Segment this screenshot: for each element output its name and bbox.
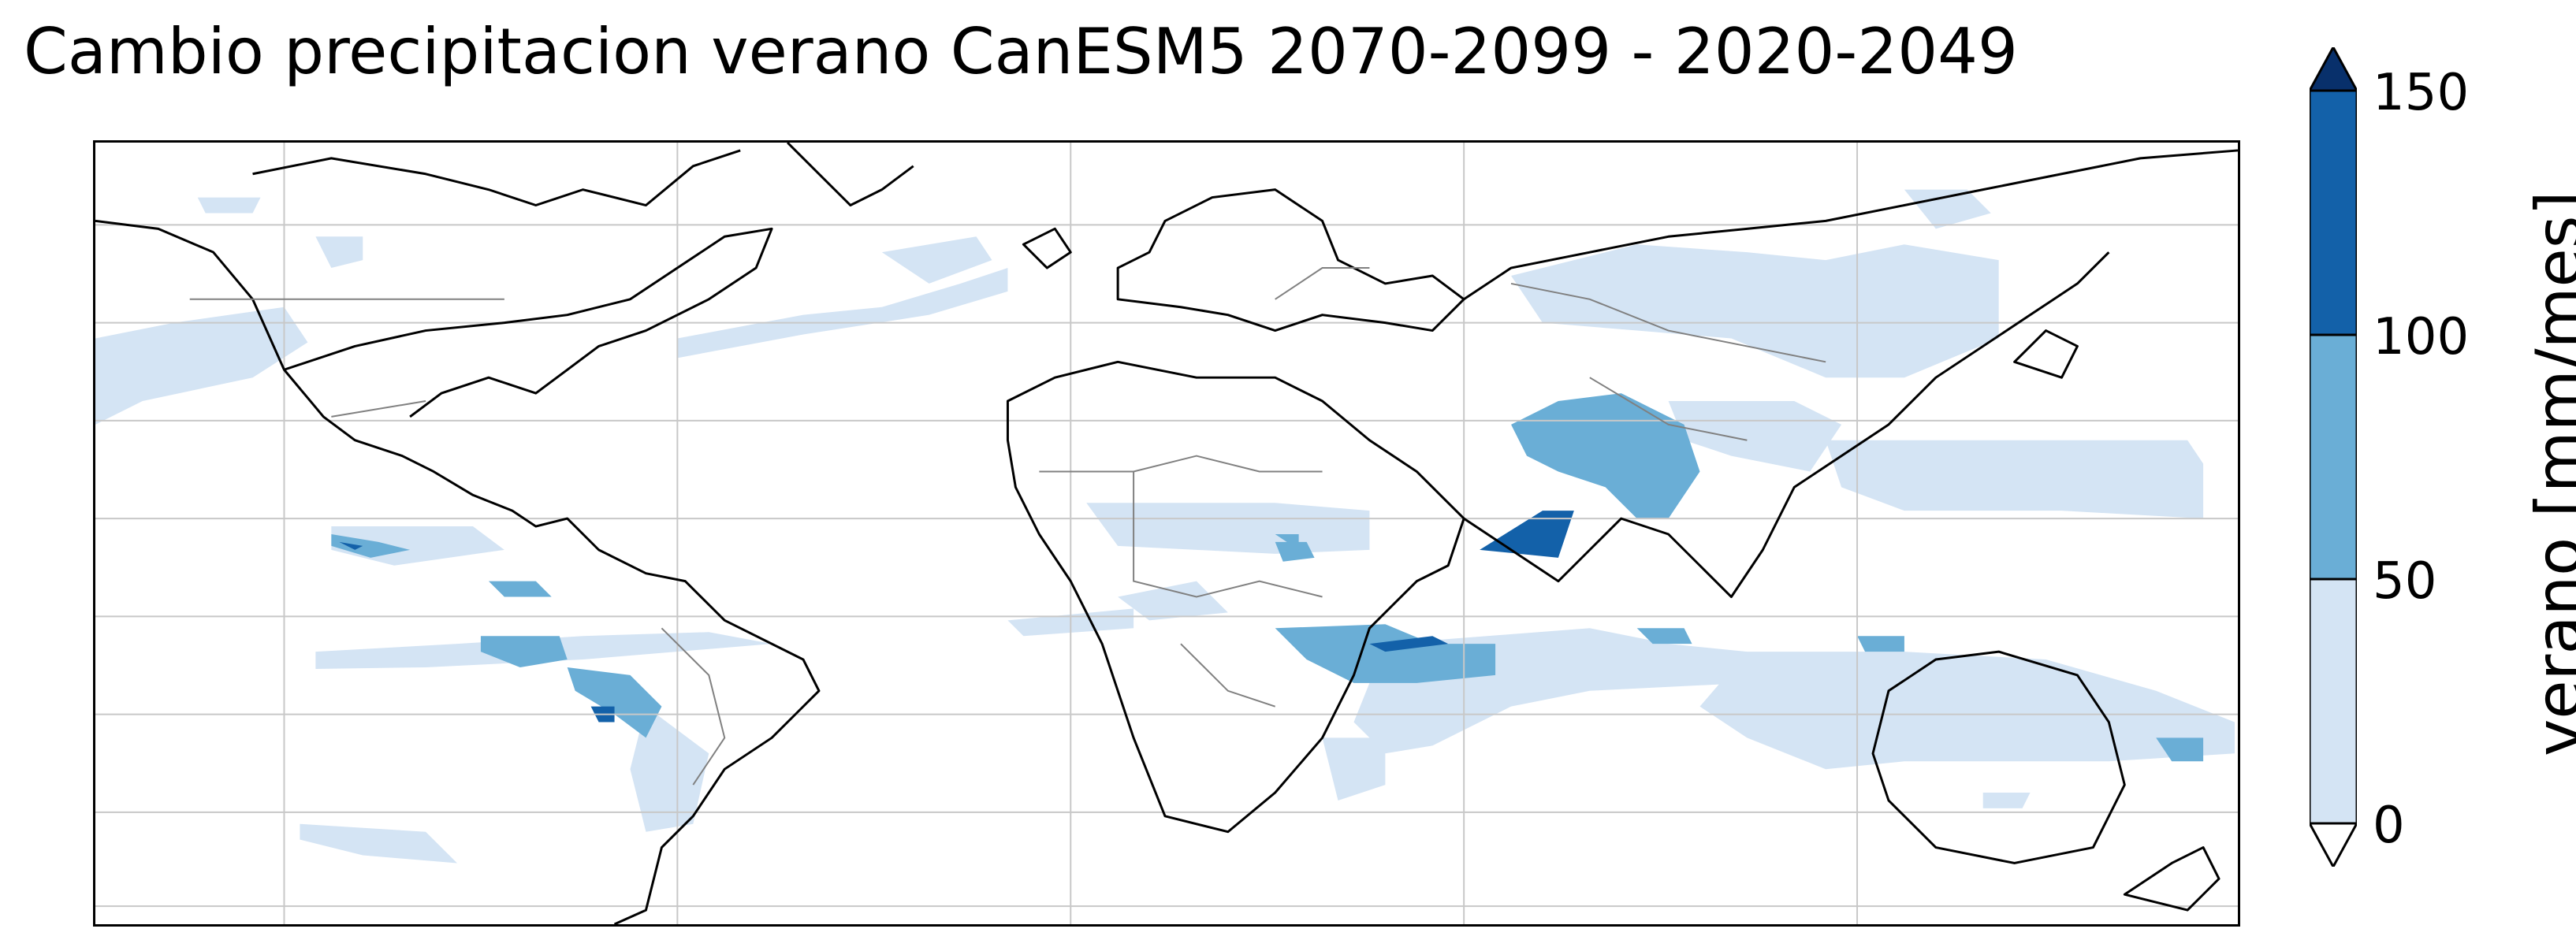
colorbar-band-100-150 (2310, 89, 2357, 336)
colorbar-band-50-100 (2310, 333, 2357, 581)
colorbar-label: verano [mm/mes] (2522, 191, 2576, 756)
world-map[interactable] (93, 140, 2240, 927)
colorbar (2310, 47, 2357, 867)
map-canvas (95, 143, 2238, 924)
colorbar-tick-100: 100 (2373, 308, 2470, 366)
country-borders (189, 267, 1826, 786)
chart-title: Cambio precipitacion verano CanESM5 2070… (24, 15, 2018, 88)
colorbar-extend-over (2310, 47, 2357, 92)
colorbar-tick-0: 0 (2373, 797, 2405, 855)
colorbar-tick-150: 150 (2373, 64, 2470, 122)
precip-change-50-100 (331, 393, 2204, 762)
colorbar-extend-under (2310, 822, 2357, 867)
gridlines (95, 143, 2238, 924)
colorbar-tick-50: 50 (2373, 552, 2437, 611)
colorbar-band-0-50 (2310, 578, 2357, 825)
precip-change-0-50 (95, 189, 2235, 864)
coastlines (95, 143, 2238, 924)
